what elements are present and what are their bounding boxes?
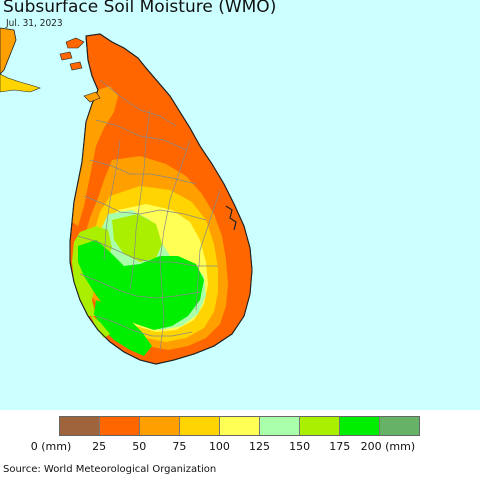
legend-swatch-6 <box>300 417 340 435</box>
legend-swatch-0 <box>60 417 100 435</box>
legend-swatch-2 <box>140 417 180 435</box>
map-date: Jul. 31, 2023 <box>6 18 63 29</box>
zone-east-coast-dark <box>222 196 252 328</box>
zone-50-75-west <box>72 86 118 226</box>
legend-swatch-8 <box>380 417 419 435</box>
map-panel <box>0 0 480 410</box>
mannar-island <box>83 91 101 103</box>
legend-swatch-3 <box>180 417 220 435</box>
legend-tick-label: 125 <box>249 440 271 453</box>
legend-swatch-1 <box>100 417 140 435</box>
legend-tick-label: 200 (mm) <box>360 440 416 453</box>
lagoon-marks <box>225 205 237 231</box>
district-borders <box>77 79 221 351</box>
zone-150-175-southwest <box>90 314 110 338</box>
map-title: Subsurface Soil Moisture (WMO) <box>3 0 277 17</box>
legend-tick-label: 0 (mm) <box>30 440 72 453</box>
legend-ticks: 0 (mm) 25 50 75 100 125 150 175 200 (mm) <box>0 440 480 456</box>
legend-swatch-7 <box>340 417 380 435</box>
soil-moisture-map <box>0 27 253 365</box>
legend-tick-label: 175 <box>329 440 351 453</box>
source-credit: Source: World Meteorological Organizatio… <box>3 464 217 475</box>
legend-swatch-5 <box>260 417 300 435</box>
legend-swatch-4 <box>220 417 260 435</box>
jaffna-islands <box>59 37 85 71</box>
zone-150-175-central <box>112 214 162 262</box>
india-land-2 <box>0 73 41 93</box>
legend-tick-label: 150 <box>289 440 311 453</box>
legend-tick-label: 75 <box>172 440 187 453</box>
india-land <box>0 27 17 75</box>
coastline <box>69 33 253 365</box>
legend-tick-label: 25 <box>92 440 107 453</box>
color-legend <box>59 416 420 436</box>
legend-tick-label: 100 <box>208 440 230 453</box>
legend-tick-label: 50 <box>132 440 147 453</box>
zone-175-200-south <box>94 300 152 356</box>
